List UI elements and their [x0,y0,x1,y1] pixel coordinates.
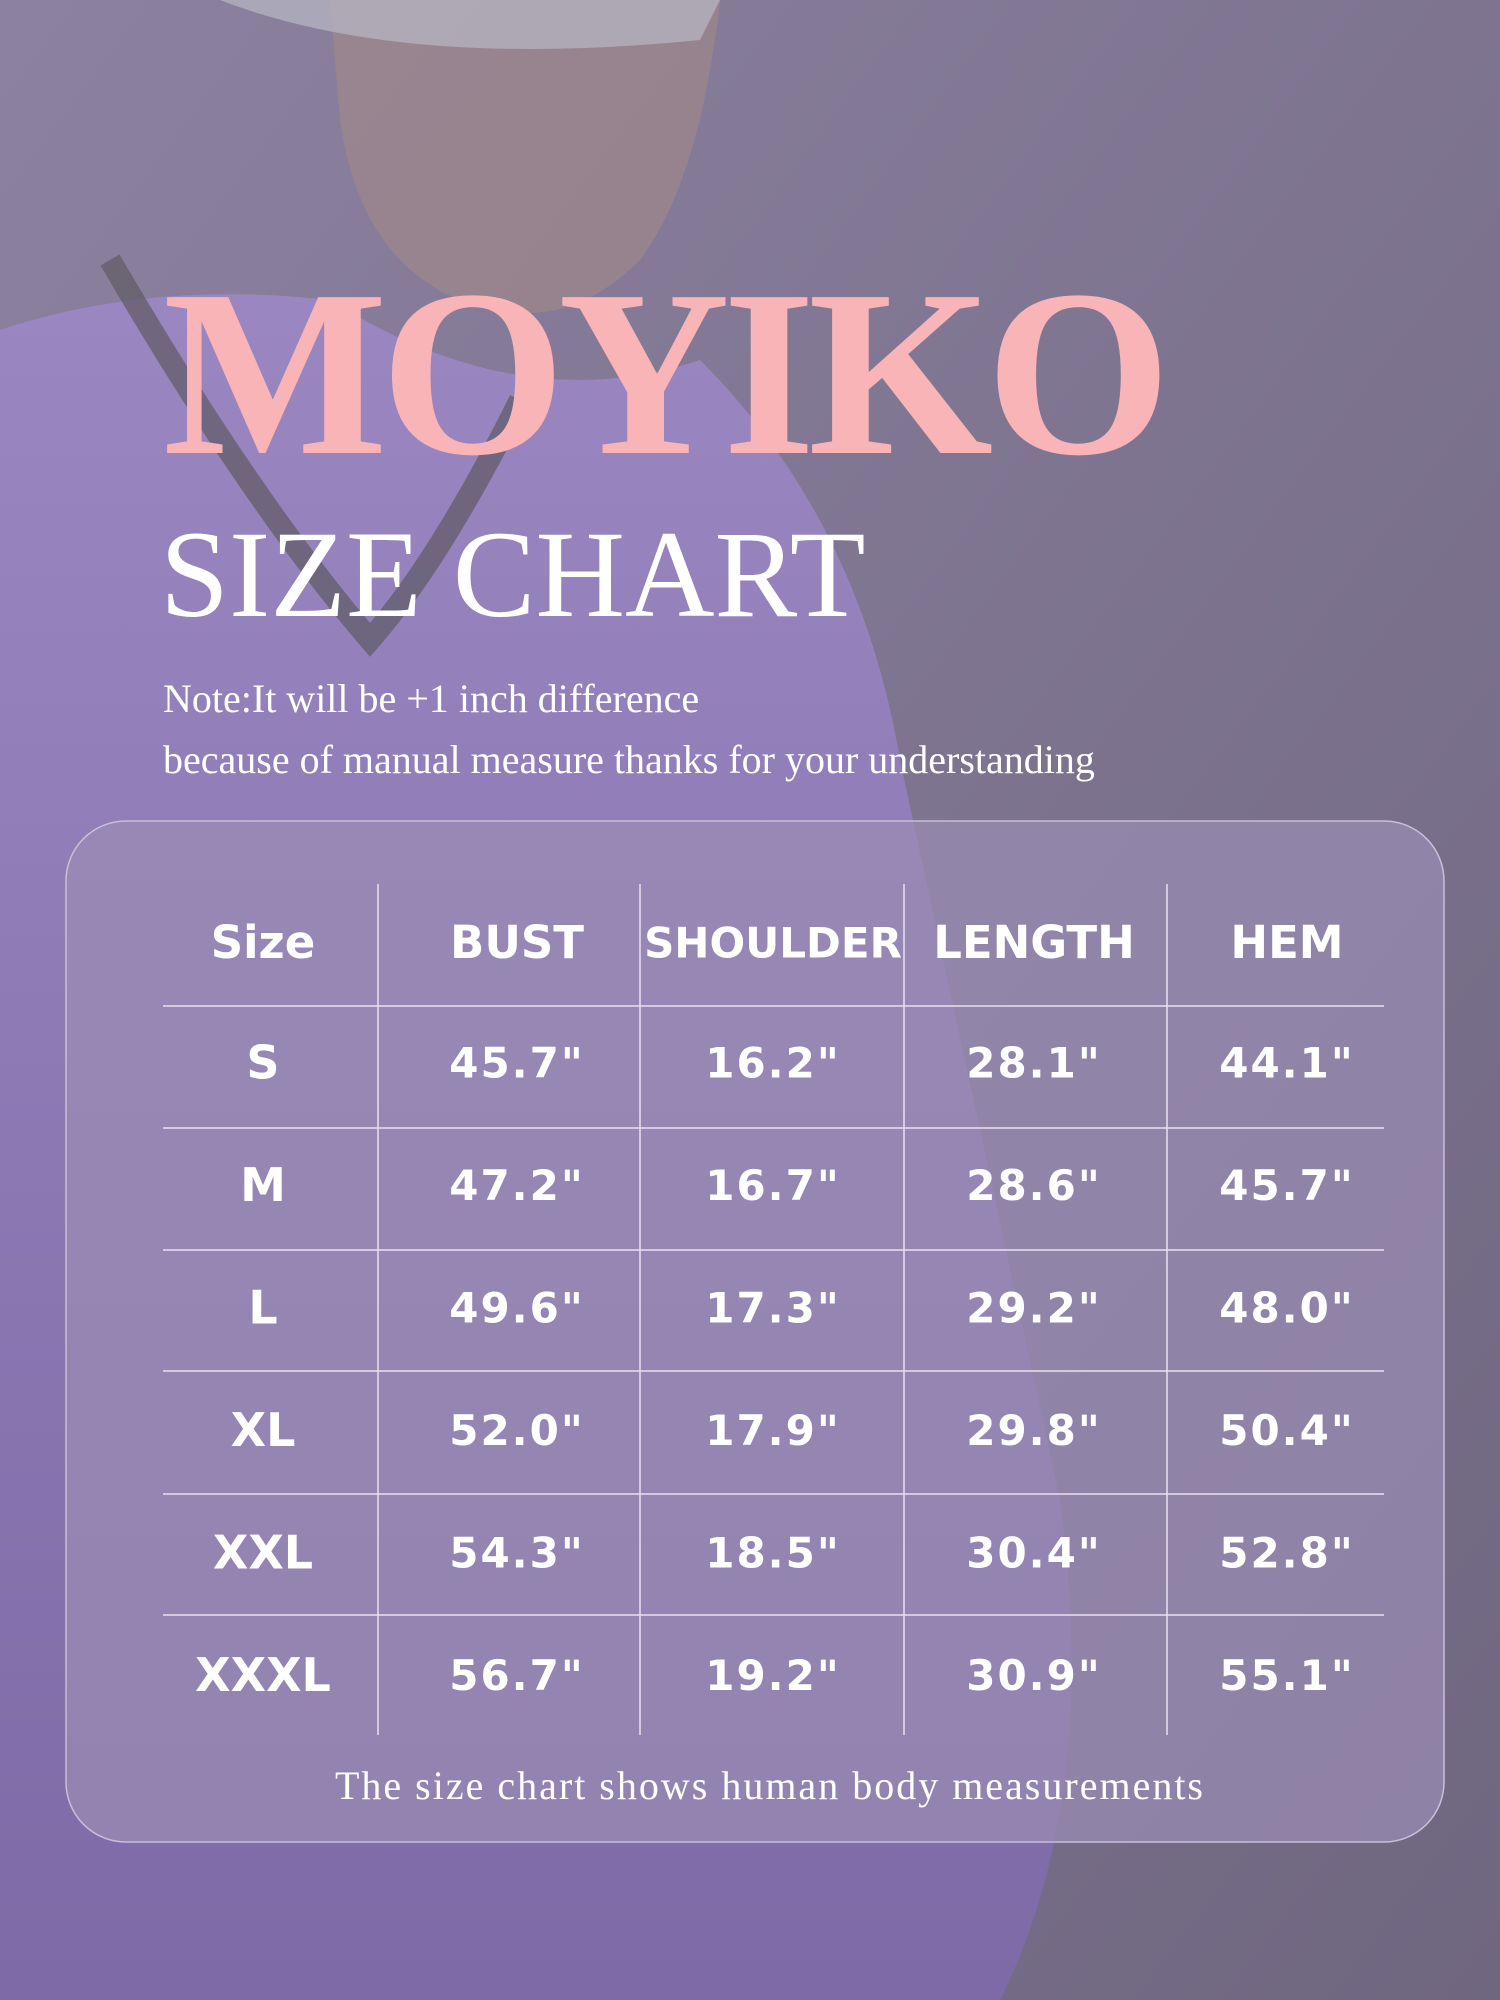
measurement: 52.0" [449,1406,585,1455]
size-label: XXL [213,1526,313,1580]
measurement: 50.4" [1219,1406,1355,1455]
measurement: 28.1" [966,1039,1102,1088]
brand-title: MOYIKO [163,242,1171,505]
size-label: S [246,1036,279,1090]
column-header: HEM [1230,916,1343,969]
size-label: M [240,1158,286,1212]
column-header: LENGTH [933,916,1135,969]
measurement: 48.0" [1219,1284,1355,1333]
measurement: 16.7" [705,1161,841,1210]
measurement: 29.2" [966,1284,1102,1333]
measurement: 52.8" [1219,1529,1355,1578]
necklace-shape [100,254,530,657]
measurement: 17.3" [705,1284,841,1333]
measurement: 18.5" [705,1529,841,1578]
measurement: 17.9" [705,1406,841,1455]
chart-title: SIZE CHART [160,506,866,643]
measurement: 49.6" [449,1284,585,1333]
column-header: SHOULDER [644,919,902,968]
note-line: Note:It will be +1 inch difference [163,676,699,721]
measurement: 56.7" [449,1651,585,1700]
footer-note: The size chart shows human body measurem… [335,1763,1205,1808]
measurement: 30.4" [966,1529,1102,1578]
size-label: L [248,1281,277,1335]
measurement: 19.2" [705,1651,841,1700]
measurement: 47.2" [449,1161,585,1210]
measurement: 28.6" [966,1161,1102,1210]
size-label: XL [231,1403,296,1457]
face-shape [330,0,720,314]
column-header: Size [211,916,316,969]
measurement: 54.3" [449,1529,585,1578]
size-label: XXXL [195,1648,331,1702]
note-line: because of manual measure thanks for you… [163,737,1095,782]
measurement: 16.2" [705,1039,841,1088]
measurement: 44.1" [1219,1039,1355,1088]
table-panel [65,820,1445,1843]
measurement: 55.1" [1219,1651,1355,1700]
measurement: 45.7" [1219,1161,1355,1210]
measurement: 45.7" [449,1039,585,1088]
sunglasses-shape [220,0,720,49]
size-table: Size BUST SHOULDER LENGTH HEM S 45.7" 16.2" 28.1… [163,884,1384,1735]
column-header: BUST [450,916,584,969]
measurement: 29.8" [966,1406,1102,1455]
measurement: 30.9" [966,1651,1102,1700]
